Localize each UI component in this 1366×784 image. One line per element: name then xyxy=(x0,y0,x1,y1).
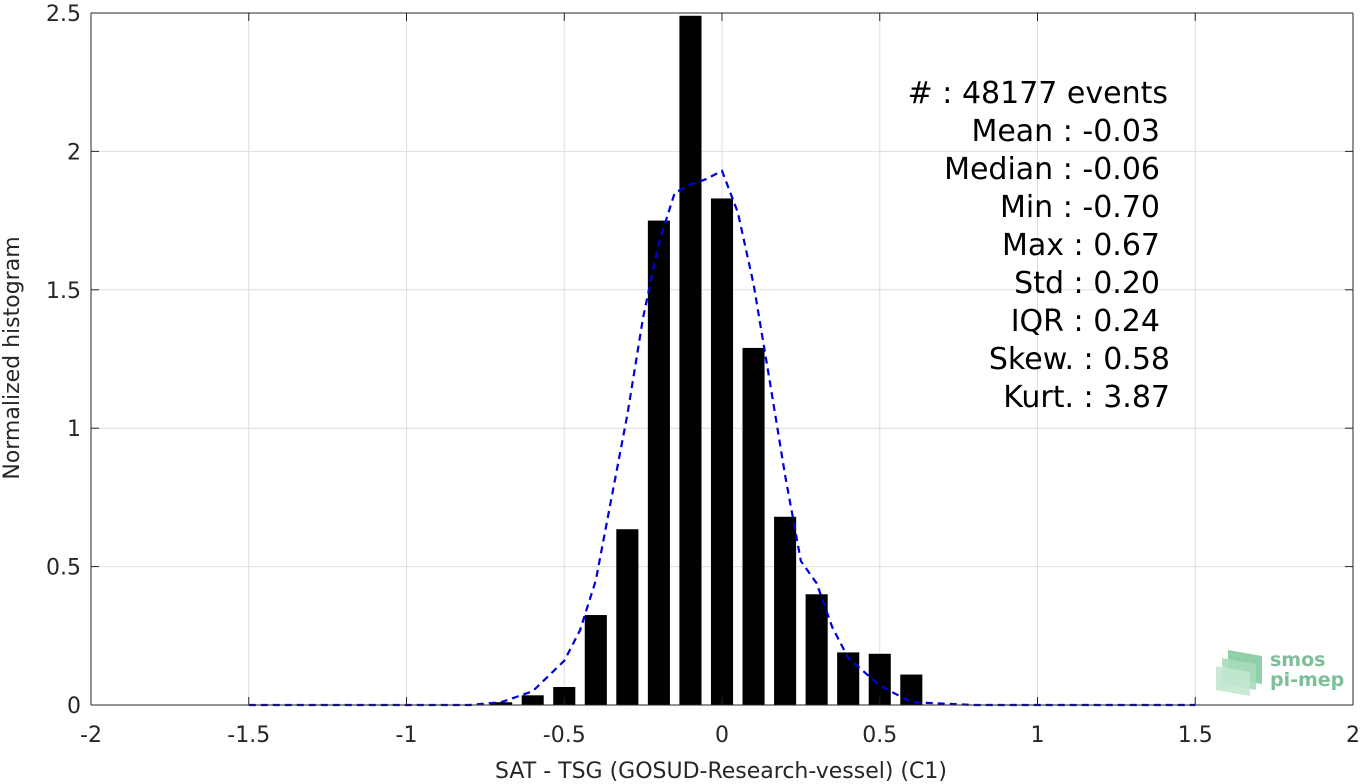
smos-pimep-logo: smos pi-mep xyxy=(1216,649,1344,696)
x-axis-label: SAT - TSG (GOSUD-Research-vessel) (C1) xyxy=(495,759,947,784)
histogram-bar xyxy=(774,516,797,705)
logo-text-pimep: pi-mep xyxy=(1270,669,1344,691)
y-axis-label: Normalized histogram xyxy=(0,236,25,479)
stat-mean: Mean : -0.03 xyxy=(971,114,1160,149)
histogram-bar xyxy=(710,198,734,705)
logo-text-smos: smos xyxy=(1270,649,1325,671)
histogram-bar xyxy=(742,347,765,705)
x-tick-label: 0 xyxy=(715,723,729,748)
y-tick-label: 2 xyxy=(67,140,81,165)
y-tick-label: 0 xyxy=(67,694,81,719)
histogram-bar xyxy=(521,695,544,705)
x-tick-label: 1 xyxy=(1031,723,1045,748)
stats-box: # : 48177 events Mean : -0.03 Median : -… xyxy=(908,76,1170,415)
histogram-bar xyxy=(900,674,923,705)
stat-min: Min : -0.70 xyxy=(1000,190,1160,225)
stat-iqr: IQR : 0.24 xyxy=(1011,304,1160,339)
x-tick-label: 0.5 xyxy=(862,723,897,748)
histogram-bar xyxy=(868,653,891,705)
axes xyxy=(90,12,1354,706)
histogram-bar xyxy=(584,615,607,705)
histogram-bar xyxy=(490,702,513,705)
histogram-bar xyxy=(553,687,576,705)
stat-skew: Skew. : 0.58 xyxy=(989,342,1170,377)
y-tick-label: 1 xyxy=(67,417,81,442)
x-tick-label: -1 xyxy=(396,723,418,748)
y-tick-label: 1.5 xyxy=(46,279,81,304)
stat-count: # : 48177 events xyxy=(908,76,1168,111)
y-tick-label: 0.5 xyxy=(46,556,81,581)
tick-labels: -2 -1.5 -1 -0.5 0 0.5 1 1.5 2 0 0.5 1 1.5 2 2.5 xyxy=(46,2,1360,748)
histogram-bar xyxy=(679,15,702,705)
x-tick-label: 1.5 xyxy=(1178,723,1213,748)
histogram-bar xyxy=(805,594,828,705)
histogram-bar xyxy=(616,529,639,705)
histogram-bar xyxy=(837,652,860,705)
x-tick-label: -0.5 xyxy=(543,723,586,748)
x-tick-label: -2 xyxy=(80,723,102,748)
stat-kurt: Kurt. : 3.87 xyxy=(1003,380,1170,415)
histogram-bar xyxy=(647,220,670,705)
x-tick-label: 2 xyxy=(1346,723,1360,748)
y-tick-label: 2.5 xyxy=(46,2,81,27)
histogram-bars xyxy=(490,15,923,705)
stat-std: Std : 0.20 xyxy=(1014,266,1160,301)
stat-median: Median : -0.06 xyxy=(944,152,1160,187)
logo-mark-front xyxy=(1216,666,1250,696)
x-tick-label: -1.5 xyxy=(227,723,270,748)
stat-max: Max : 0.67 xyxy=(1002,228,1160,263)
